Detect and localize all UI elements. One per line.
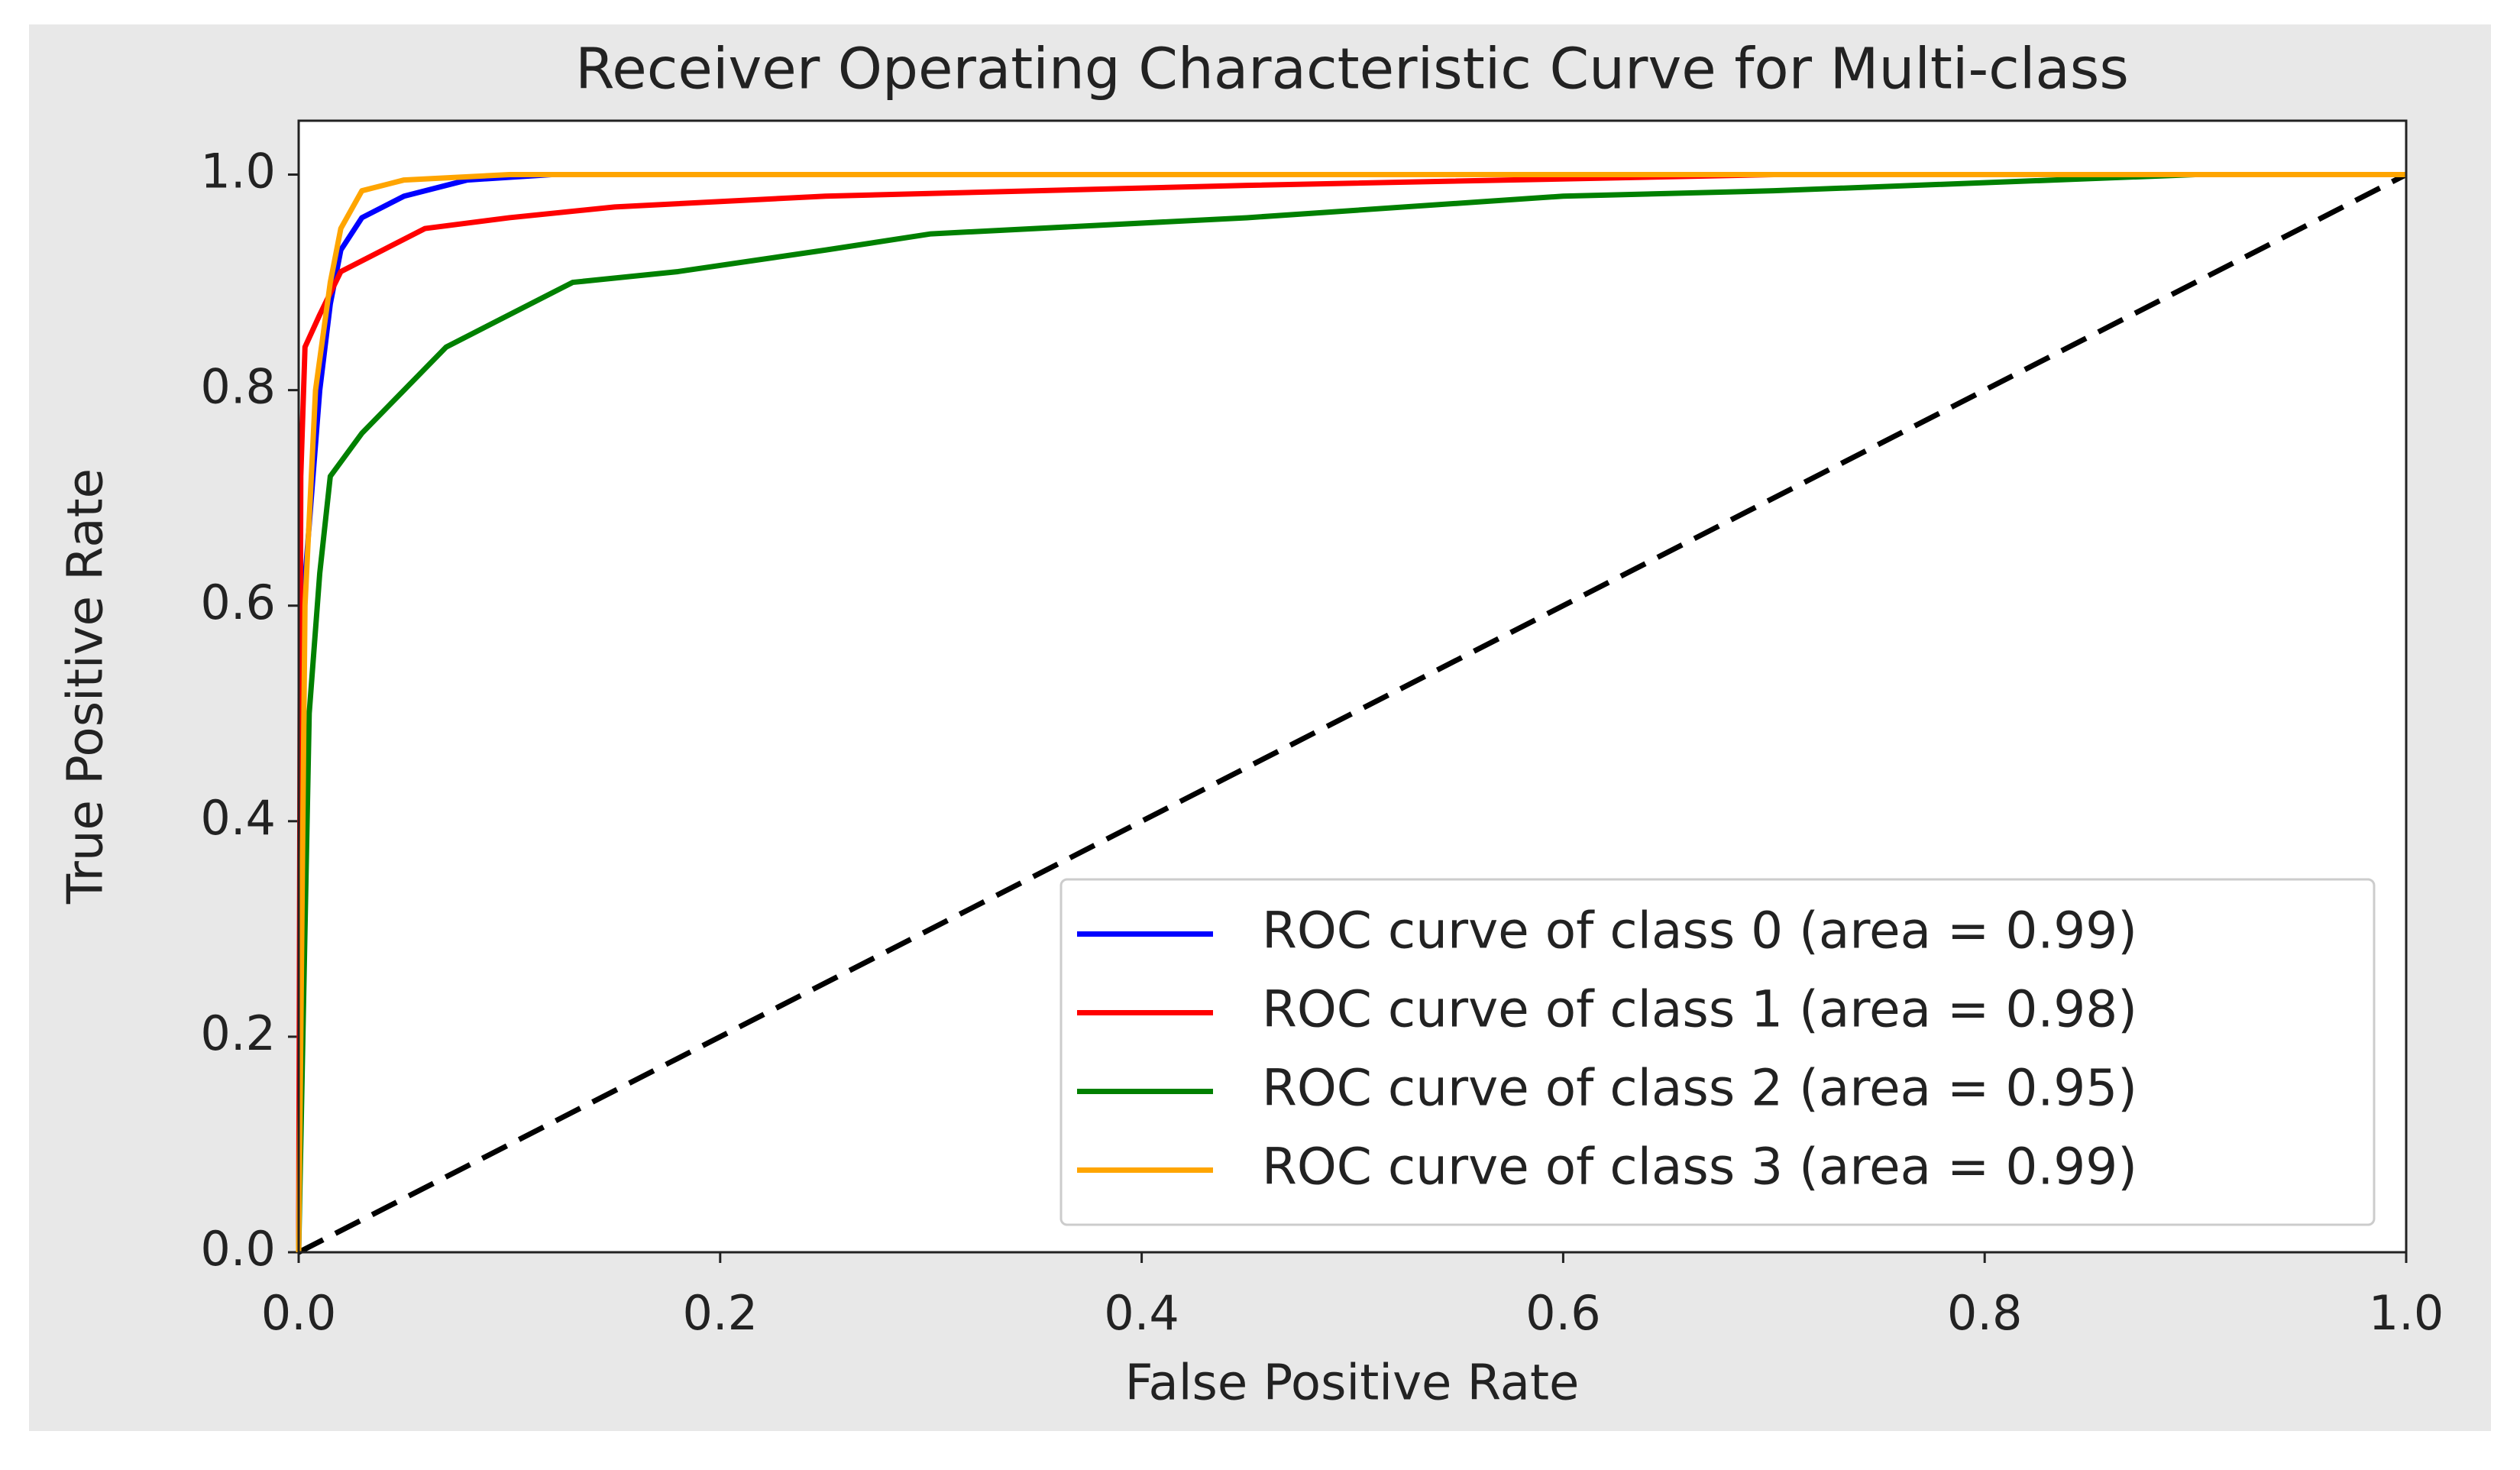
legend-label: ROC curve of class 1 (area = 0.98) (1262, 980, 2137, 1039)
y-tick-label: 0.2 (200, 1005, 276, 1061)
legend-label: ROC curve of class 0 (area = 0.99) (1262, 902, 2137, 960)
chart-title: Receiver Operating Characteristic Curve … (575, 37, 2129, 102)
reference-line (297, 172, 2408, 1255)
x-tick-label: 0.0 (261, 1285, 337, 1341)
y-tick-label: 1.0 (200, 144, 276, 199)
x-tick-label: 0.8 (1947, 1285, 2023, 1341)
y-tick-label: 0.6 (200, 575, 276, 630)
x-tick-label: 1.0 (2369, 1285, 2444, 1341)
legend-box (1059, 878, 2376, 1226)
x-tick-label: 0.6 (1525, 1285, 1601, 1341)
plot-frame (297, 119, 2408, 1254)
x-tick-label: 0.2 (682, 1285, 758, 1341)
x-axis-label: False Positive Rate (1125, 1355, 1580, 1412)
legend-label: ROC curve of class 2 (area = 0.95) (1262, 1059, 2137, 1118)
roc-curve (296, 172, 2406, 1253)
y-tick-label: 0.8 (200, 359, 276, 415)
y-axis-label: True Positive Rate (58, 468, 115, 905)
x-tick-label: 0.4 (1104, 1285, 1179, 1341)
y-tick-label: 0.0 (200, 1221, 276, 1277)
roc-curve (296, 172, 2406, 1253)
roc-curve (296, 172, 2406, 1253)
y-tick-label: 0.4 (200, 790, 276, 846)
legend-label: ROC curve of class 3 (area = 0.99) (1262, 1138, 2137, 1196)
legend: ROC curve of class 0 (area = 0.99) ROC cu… (1059, 878, 2376, 1226)
